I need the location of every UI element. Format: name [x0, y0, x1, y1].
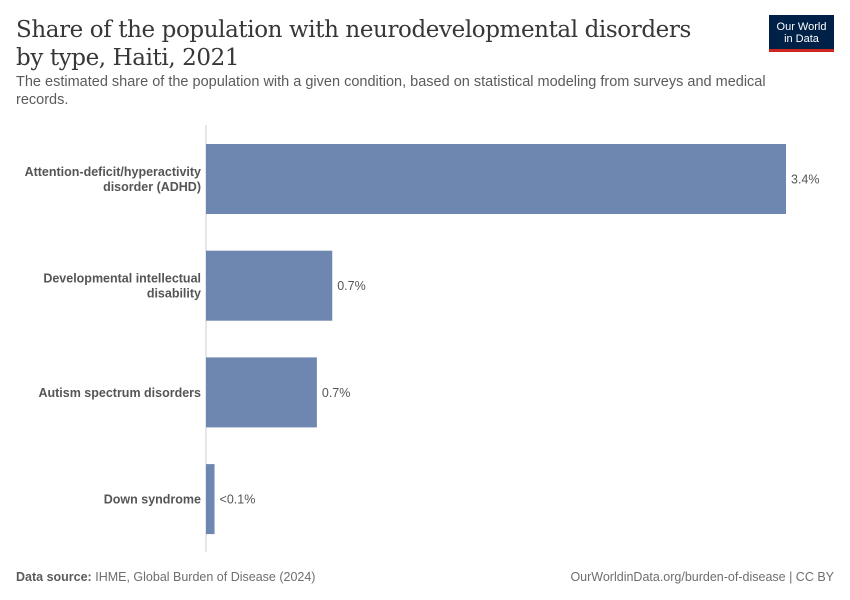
chart-title: Share of the population with neurodevelo…	[16, 17, 691, 71]
source-url[interactable]: OurWorldinData.org/burden-of-disease | C…	[570, 570, 834, 584]
data-source-label: Data source:	[16, 570, 92, 584]
chart-subtitle: The estimated share of the population wi…	[16, 74, 766, 108]
value-label-1: 0.7%	[337, 279, 366, 293]
value-label-2: 0.7%	[322, 386, 351, 400]
bar-0[interactable]	[206, 144, 786, 214]
value-label-3: <0.1%	[220, 493, 256, 507]
category-label-2: Autism spectrum disorders	[38, 386, 201, 400]
logo-line-2: in Data	[784, 33, 819, 45]
category-label-1: Developmental intellectual disability	[43, 272, 201, 301]
owid-logo[interactable]: Our World in Data	[769, 15, 834, 52]
logo-line-1: Our World	[776, 21, 827, 33]
data-source: Data source: IHME, Global Burden of Dise…	[16, 570, 315, 584]
data-source-text[interactable]: IHME, Global Burden of Disease (2024)	[95, 570, 316, 584]
bar-chart: 3.4% Attention-deficit/hyperactivity disor…	[25, 125, 820, 552]
category-label-3: Down syndrome	[104, 493, 201, 507]
bar-1[interactable]	[206, 250, 333, 321]
category-label-0: Attention-deficit/hyperactivity disorder …	[25, 165, 201, 194]
bar-3[interactable]	[206, 464, 215, 535]
bar-2[interactable]	[206, 357, 317, 428]
value-label-0: 3.4%	[791, 173, 820, 187]
